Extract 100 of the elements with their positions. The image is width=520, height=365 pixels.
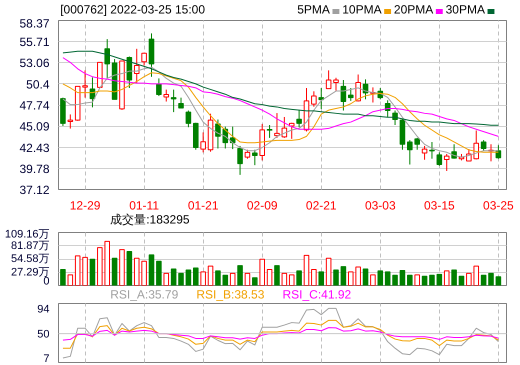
- bar: [163, 272, 170, 286]
- candlestick: [296, 109, 302, 128]
- y-tick-label: 0: [43, 276, 50, 288]
- candlestick: [444, 153, 450, 172]
- bar: [318, 271, 324, 286]
- line-series: [62, 57, 499, 137]
- candlestick: [429, 142, 435, 160]
- bar: [141, 260, 147, 286]
- bar: [90, 258, 96, 286]
- bar: [355, 266, 361, 286]
- bar: [282, 272, 288, 286]
- legend-label: 20PMA: [394, 2, 434, 16]
- candlestick: [82, 70, 88, 98]
- bar: [244, 272, 250, 286]
- bar: [97, 247, 103, 286]
- bar: [370, 274, 376, 286]
- candlestick: [186, 110, 192, 128]
- y-tick-label: 58.37: [19, 16, 50, 30]
- bar: [119, 249, 125, 286]
- bar: [208, 266, 214, 286]
- bar: [252, 277, 258, 286]
- bar: [266, 268, 272, 286]
- bar: [296, 270, 302, 286]
- bar: [222, 274, 228, 286]
- x-tick-label: 02-21: [306, 198, 337, 212]
- y-tick-label: 47.74: [19, 98, 50, 113]
- candlestick: [237, 145, 243, 176]
- y-tick-label: 7: [43, 352, 50, 365]
- bar: [126, 251, 132, 286]
- bar: [134, 258, 140, 286]
- series-label: RSI_A:35.79: [110, 288, 179, 302]
- bar: [348, 271, 354, 286]
- bar: [274, 265, 280, 286]
- candlestick: [104, 38, 110, 79]
- text: RSI_B:38.53: [196, 288, 265, 302]
- x-tick-label: 03-03: [364, 198, 396, 212]
- bar: [230, 272, 236, 286]
- candlestick: [170, 89, 176, 113]
- candlestick: [414, 137, 420, 150]
- bar: [60, 268, 66, 286]
- y-tick-label: 27.29万: [10, 266, 50, 278]
- candlestick: [126, 56, 132, 89]
- x-tick-label: 12-29: [70, 198, 101, 212]
- bar: [473, 266, 480, 286]
- line-series: [62, 327, 499, 341]
- bar: [192, 268, 199, 286]
- y-tick-label: 81.87万: [10, 240, 50, 252]
- bar: [326, 258, 332, 286]
- bar: [378, 270, 384, 286]
- legend-label: 10PMA: [342, 2, 382, 16]
- candlestick: [163, 89, 170, 102]
- legend-label: 30PMA: [446, 2, 485, 16]
- y-tick-label: 50.4: [26, 77, 50, 92]
- candlestick: [362, 78, 368, 100]
- bar: [200, 271, 206, 286]
- bar: [444, 270, 450, 286]
- candlestick: [178, 97, 184, 108]
- candlestick: [200, 132, 206, 153]
- legend-label: 5PMA: [297, 2, 330, 16]
- y-tick-label: 54.58万: [10, 253, 50, 265]
- bar: [112, 258, 118, 286]
- bar: [104, 240, 110, 286]
- bar: [407, 274, 413, 286]
- y-tick-label: 50: [37, 328, 50, 341]
- y-tick-label: 42.43: [19, 140, 50, 155]
- y-tick-label: 53.06: [19, 56, 50, 70]
- x-tick-label: 03-25: [483, 198, 514, 212]
- line-series: [62, 320, 499, 349]
- candlestick: [252, 149, 258, 166]
- line-series: [62, 308, 499, 358]
- bar: [384, 271, 390, 286]
- candlestick: [407, 140, 413, 166]
- y-tick-label: 45.09: [19, 120, 50, 134]
- candlestick: [141, 52, 147, 66]
- bar: [362, 268, 368, 286]
- chart-subtitle: 成交量:183295: [110, 212, 190, 226]
- y-tick-label: 109.16万: [4, 228, 50, 240]
- candlestick: [480, 140, 486, 152]
- bar: [68, 274, 74, 286]
- candlestick: [422, 145, 428, 160]
- y-tick-label: 94: [37, 304, 50, 316]
- chart-title: [000762] 2022-03-25 15:00: [60, 2, 206, 16]
- text: RSI_C:41.92: [282, 288, 352, 302]
- candlestick: [68, 114, 74, 130]
- x-tick-label: 03-15: [424, 198, 456, 212]
- candlestick: [496, 144, 502, 160]
- y-tick-label: 37.12: [19, 183, 50, 197]
- y-tick-label: 39.78: [19, 162, 50, 176]
- bar: [215, 270, 221, 286]
- bar: [82, 256, 88, 286]
- candlestick: [266, 124, 272, 138]
- bar: [436, 274, 442, 286]
- candlestick: [340, 79, 346, 112]
- bar: [414, 274, 420, 286]
- x-tick-label: 01-21: [188, 198, 219, 212]
- x-tick-label: 02-09: [246, 198, 278, 212]
- candlestick: [436, 152, 442, 166]
- bar: [259, 258, 265, 286]
- candlestick: [156, 78, 162, 97]
- y-tick-label: 55.71: [19, 35, 50, 50]
